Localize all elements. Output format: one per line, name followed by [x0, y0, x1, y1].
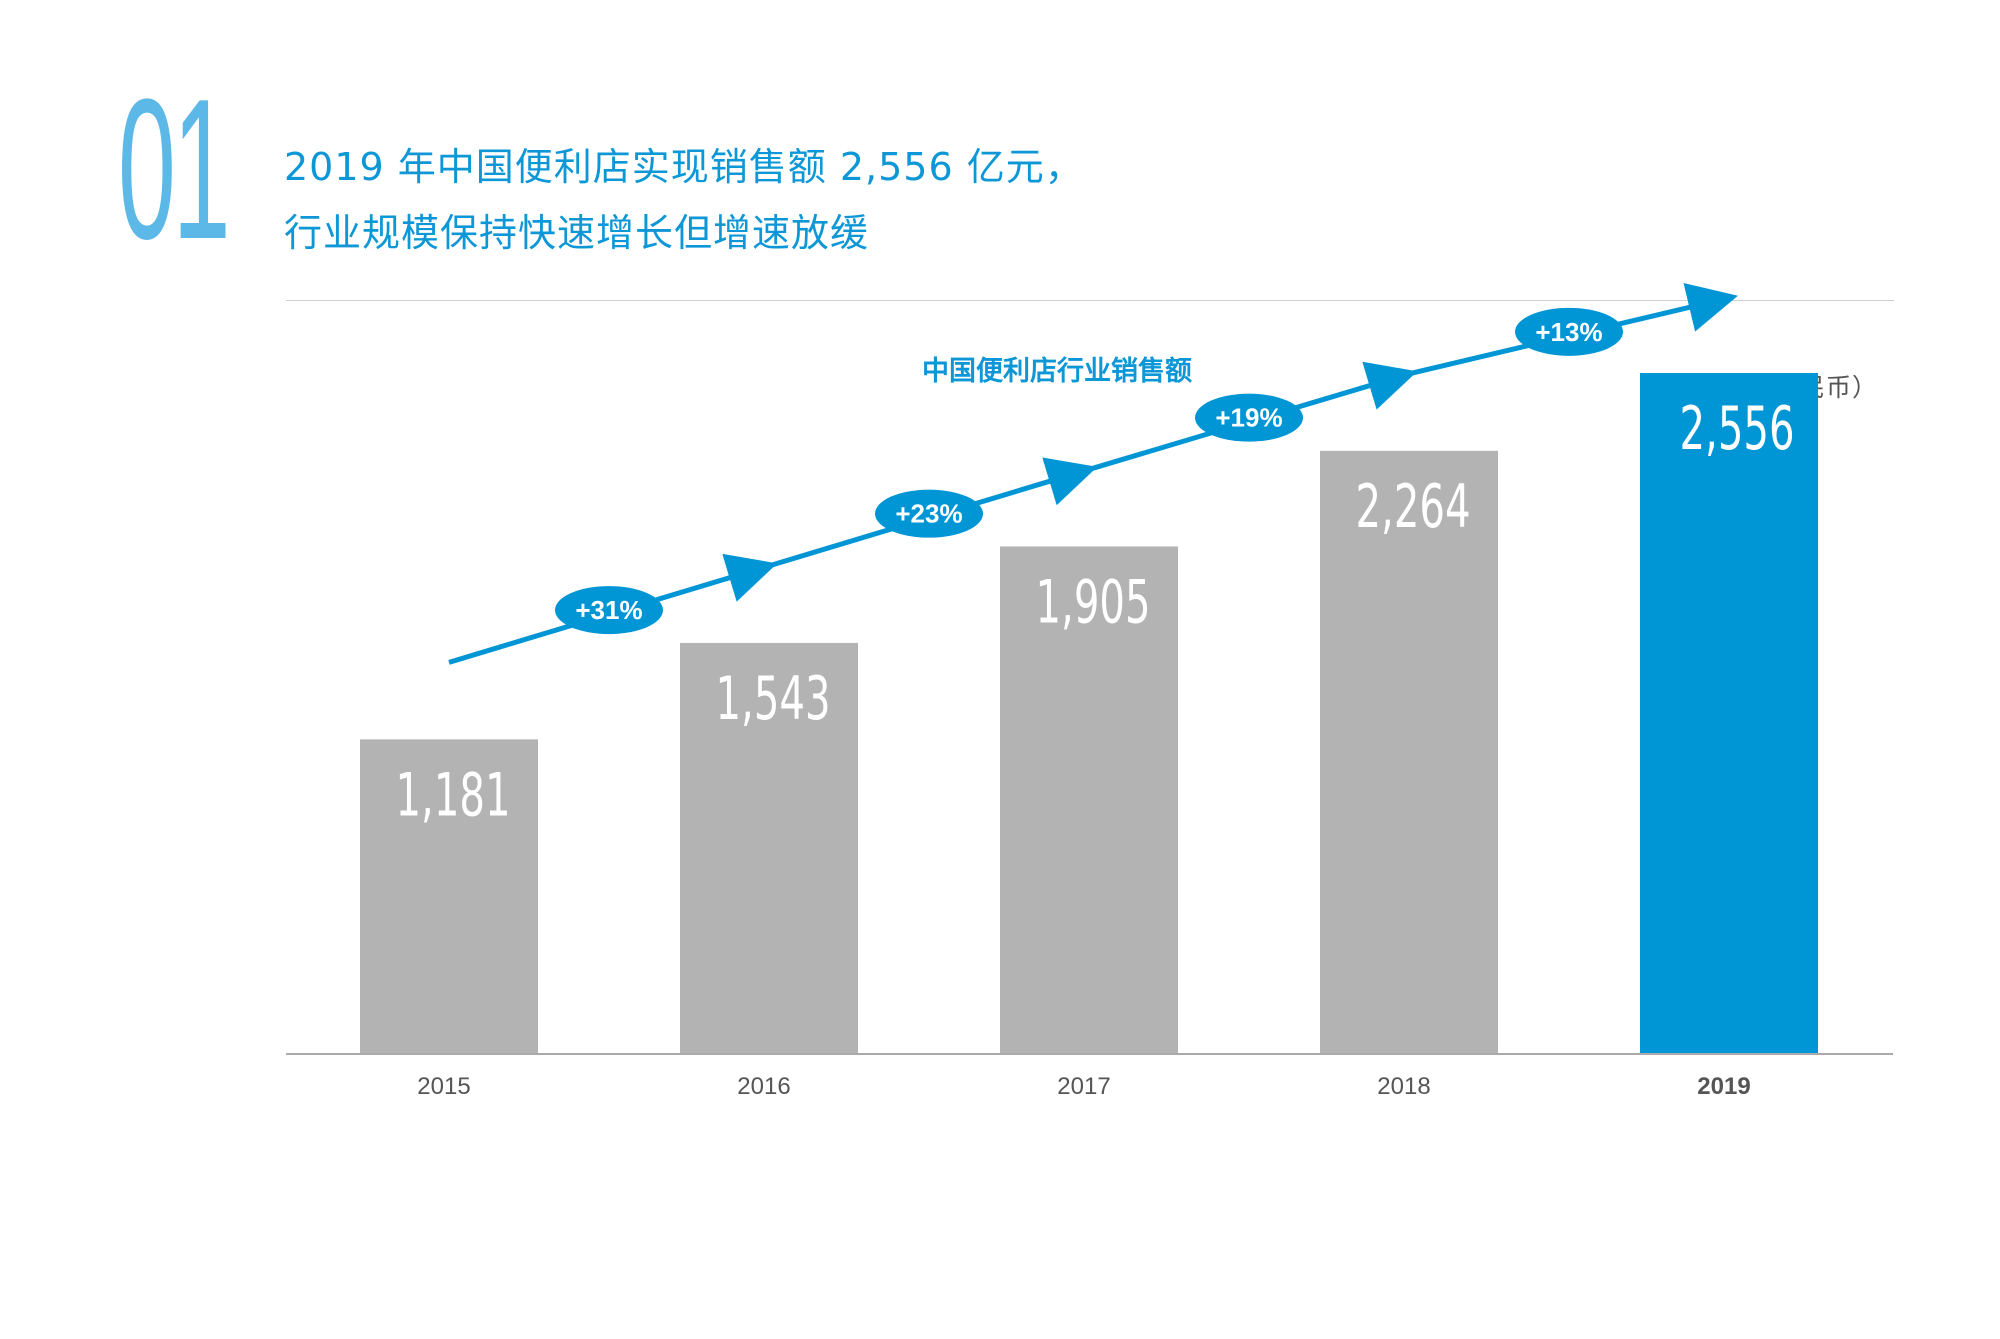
bar-value-label: 1,181 — [396, 760, 511, 830]
bar-2015 — [360, 739, 538, 1054]
x-tick-label: 2018 — [1377, 1073, 1430, 1100]
bar-value-label: 2,556 — [1680, 394, 1795, 464]
bar-value-label: 2,264 — [1356, 472, 1471, 542]
growth-rate-label: +23% — [895, 499, 962, 529]
x-tick-label: 2016 — [737, 1073, 790, 1100]
x-tick-label: 2015 — [417, 1073, 470, 1100]
chart-title: 中国便利店行业销售额 — [922, 356, 1192, 387]
bar-value-label: 1,543 — [716, 664, 831, 734]
growth-badge — [1195, 393, 1303, 442]
x-tick-label: 2019 — [1697, 1073, 1750, 1100]
bar-2019 — [1640, 373, 1818, 1055]
bars-layer: 1,181 1,543 1,905 2,264 2,556 — [360, 373, 1818, 1055]
bar-value-label: 1,905 — [1036, 567, 1151, 637]
growth-badge — [555, 586, 663, 635]
x-axis-labels: 2015 2016 2017 2018 2019 — [417, 1073, 1750, 1100]
bar-2018 — [1320, 450, 1498, 1054]
growth-rate-label: +13% — [1535, 317, 1602, 347]
x-tick-label: 2017 — [1057, 1073, 1110, 1100]
headline-line-1: 2019 年中国便利店实现销售额 2,556 亿元， — [284, 145, 1084, 189]
growth-badge — [1515, 307, 1623, 356]
growth-rate-label: +31% — [575, 595, 642, 625]
growth-rate-label: +19% — [1215, 403, 1282, 433]
growth-badge — [875, 489, 983, 538]
headline-line-2: 行业规模保持快速增长但增速放缓 — [284, 211, 870, 255]
growth-arrows-layer: +31% +23% +19% +13% — [448, 282, 1738, 665]
headline: 2019 年中国便利店实现销售额 2,556 亿元， 行业规模保持快速增长但增速… — [284, 134, 1084, 266]
bar-2017 — [1000, 546, 1178, 1054]
bar-2016 — [680, 642, 858, 1054]
divider — [286, 300, 1894, 301]
